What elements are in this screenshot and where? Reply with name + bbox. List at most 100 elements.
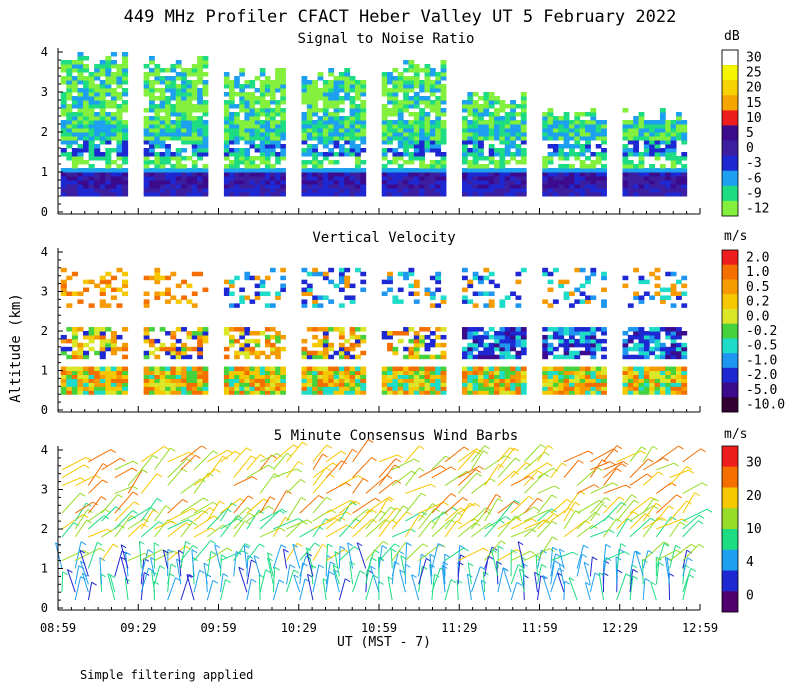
velocity-cell [322,338,329,344]
velocity-cell [659,382,666,387]
velocity-cell [143,386,150,391]
velocity-cell [264,342,271,348]
wind-barb-feather [236,515,243,519]
snr-cell [60,76,67,81]
velocity-cell [638,279,645,285]
velocity-cell [568,370,575,375]
snr-cell [478,124,484,129]
velocity-cell [429,354,436,360]
snr-cell [280,132,286,137]
velocity-cell [159,327,166,332]
snr-cell [88,192,95,197]
snr-cell [590,112,597,117]
snr-cell [654,192,661,197]
velocity-cell [638,331,645,336]
wind-barb [325,450,342,463]
wind-barb [535,555,538,577]
snr-cell [520,108,527,113]
velocity-cell [622,342,629,348]
velocity-cell [122,327,129,332]
snr-cell [149,148,155,153]
wind-barb [339,500,356,514]
velocity-cell [229,366,235,372]
wind-barb-feather [186,458,193,463]
snr-cell [116,92,123,97]
snr-cell [675,176,682,181]
snr-cell [349,124,356,129]
snr-cell [259,140,266,145]
snr-cell [149,108,155,113]
wind-barb [325,460,342,478]
wind-barb [193,570,200,593]
velocity-cell [154,295,161,300]
velocity-cell [239,287,245,293]
wind-barb [590,448,614,463]
velocity-cell [83,374,90,379]
wind-barb-feather [420,492,427,497]
snr-cell [408,180,415,185]
snr-cell [259,152,266,157]
snr-cell [322,152,329,157]
snr-cell [344,192,351,197]
velocity-cell [413,370,420,375]
velocity-cell [408,386,415,391]
wind-barb [378,507,397,530]
wind-barb-feather [276,453,283,458]
snr-cell [249,136,256,141]
wind-barb-feather [554,485,560,490]
velocity-cell [264,366,271,372]
velocity-cell [83,366,90,372]
wind-barb [484,498,499,522]
snr-cell [229,148,235,153]
wind-barb-feather [109,574,116,579]
velocity-cell [360,334,367,340]
velocity-cell [191,374,198,379]
wind-barb-feather [418,445,425,450]
velocity-cell [622,378,629,383]
snr-cell [349,152,356,157]
snr-cell [317,92,324,97]
snr-cell [542,112,549,117]
wind-barb-feather [616,518,622,523]
snr-cell [408,88,415,93]
wind-barb [655,562,660,585]
velocity-cell [627,386,634,391]
velocity-cell [154,271,161,277]
snr-cell [186,156,193,161]
snr-cell [542,124,549,129]
snr-cell [585,124,591,129]
velocity-cell [94,366,101,372]
velocity-cell [77,382,84,387]
velocity-cell [547,287,554,293]
wind-barb-feather [102,479,108,484]
snr-cell [122,144,129,149]
velocity-cell [403,390,409,395]
snr-cell [186,80,193,85]
snr-cell [494,180,500,185]
velocity-cell [515,374,522,379]
snr-cell [322,180,329,185]
velocity-cell [354,354,361,360]
velocity-cell [488,334,495,340]
velocity-cell [649,327,656,332]
snr-cell [461,172,468,177]
snr-cell [234,76,240,81]
velocity-cell [574,338,581,344]
snr-cell [440,180,447,185]
snr-cell [94,88,101,93]
snr-cell [229,168,235,173]
snr-cell [66,76,73,81]
velocity-cell [467,350,474,356]
snr-cell [585,120,591,125]
wind-barb [378,479,397,494]
snr-cell [110,172,117,177]
wind-barb [153,565,161,585]
velocity-cell [143,382,150,387]
velocity-cell [317,386,324,391]
velocity-cell [483,342,490,348]
snr-cell [149,172,155,177]
snr-cell [275,100,281,105]
snr-cell [143,140,150,145]
snr-cell [601,184,607,189]
snr-cell [275,144,281,149]
